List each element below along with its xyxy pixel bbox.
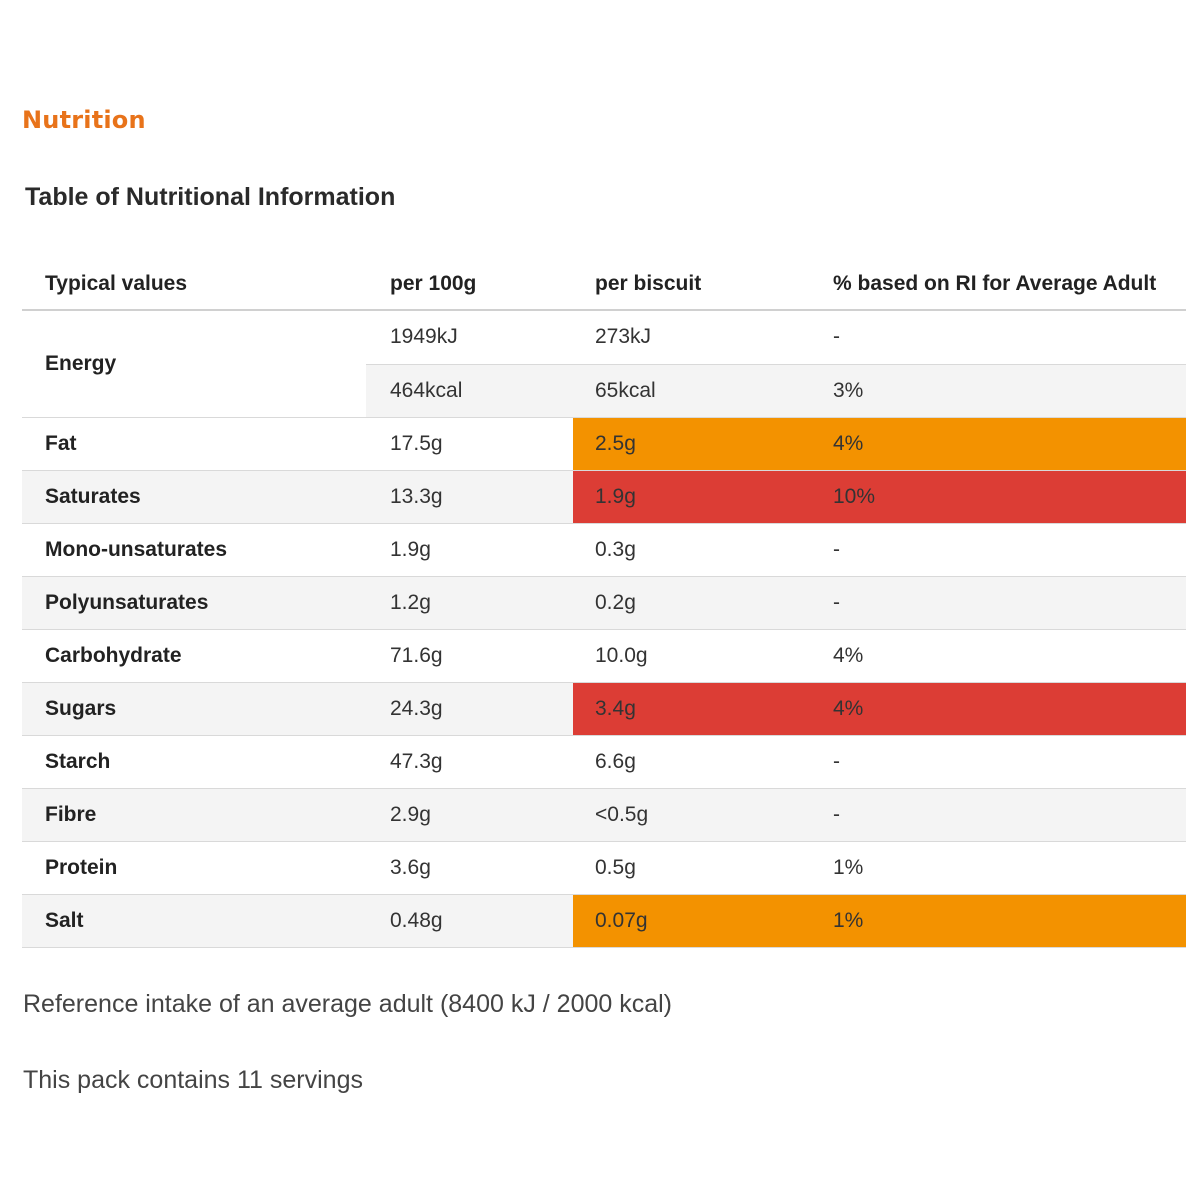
nutrition-table: Typical values per 100g per biscuit % ba…: [22, 258, 1186, 948]
table-row-fibre: Fibre 2.9g <0.5g -: [22, 789, 1186, 842]
table-row-energy: Energy 1949kJ 273kJ - 464kcal 65kcal 3%: [22, 311, 1186, 418]
cell-per-biscuit: 273kJ: [595, 325, 652, 349]
row-label: Energy: [45, 352, 117, 375]
row-label: Salt: [45, 909, 84, 932]
reference-intake-note: Reference intake of an average adult (84…: [23, 990, 673, 1018]
cell-per-100g: 0.48g: [390, 909, 443, 932]
section-heading: Nutrition: [22, 106, 146, 134]
table-row-fat: Fat 17.5g 2.5g 4%: [22, 418, 1186, 471]
column-header-per-100g: per 100g: [390, 271, 477, 295]
cell-per-100g: 71.6g: [390, 644, 443, 667]
cell-per-biscuit: 1.9g: [573, 471, 811, 523]
table-title: Table of Nutritional Information: [25, 183, 396, 211]
cell-ri: 3%: [833, 378, 864, 402]
cell-ri: -: [833, 750, 840, 773]
cell-per-100g: 2.9g: [390, 803, 431, 826]
cell-per-100g: 24.3g: [390, 697, 443, 720]
cell-per-biscuit: 6.6g: [595, 750, 636, 773]
cell-per-biscuit: <0.5g: [595, 803, 649, 826]
energy-kcal-row: 464kcal 65kcal 3%: [366, 364, 1186, 417]
cell-per-biscuit: 65kcal: [595, 378, 656, 402]
row-label: Polyunsaturates: [45, 591, 209, 614]
cell-per-100g: 464kcal: [390, 378, 463, 402]
cell-per-biscuit: 2.5g: [573, 418, 811, 470]
cell-per-100g: 47.3g: [390, 750, 443, 773]
cell-ri: 4%: [811, 418, 1186, 470]
cell-ri: 4%: [811, 683, 1186, 735]
cell-per-biscuit: 3.4g: [573, 683, 811, 735]
table-row-salt: Salt 0.48g 0.07g 1%: [22, 895, 1186, 948]
row-label: Fibre: [45, 803, 97, 826]
cell-per-100g: 3.6g: [390, 856, 431, 879]
table-row-mono-unsaturates: Mono-unsaturates 1.9g 0.3g -: [22, 524, 1186, 577]
cell-per-100g: 17.5g: [390, 432, 443, 455]
row-label: Fat: [45, 432, 77, 455]
cell-per-100g: 1.2g: [390, 591, 431, 614]
cell-ri: 1%: [833, 856, 864, 879]
cell-ri: -: [833, 591, 840, 614]
table-row-protein: Protein 3.6g 0.5g 1%: [22, 842, 1186, 895]
cell-per-biscuit: 10.0g: [595, 644, 648, 667]
row-label: Starch: [45, 750, 111, 773]
row-label: Saturates: [45, 485, 141, 508]
table-row-polyunsaturates: Polyunsaturates 1.2g 0.2g -: [22, 577, 1186, 630]
column-header-ri: % based on RI for Average Adult: [833, 271, 1157, 295]
row-label: Mono-unsaturates: [45, 538, 228, 561]
cell-ri: 1%: [811, 895, 1186, 947]
table-row-carbohydrate: Carbohydrate 71.6g 10.0g 4%: [22, 630, 1186, 683]
table-row-sugars: Sugars 24.3g 3.4g 4%: [22, 683, 1186, 736]
row-label: Sugars: [45, 697, 117, 720]
cell-per-100g: 1949kJ: [390, 325, 458, 349]
row-label: Protein: [45, 856, 118, 879]
table-row-saturates: Saturates 13.3g 1.9g 10%: [22, 471, 1186, 524]
row-label: Carbohydrate: [45, 644, 182, 667]
cell-per-biscuit: 0.2g: [595, 591, 636, 614]
cell-ri: 4%: [833, 644, 864, 667]
cell-per-biscuit: 0.3g: [595, 538, 636, 561]
servings-note: This pack contains 11 servings: [23, 1066, 363, 1094]
cell-per-100g: 1.9g: [390, 538, 431, 561]
cell-per-biscuit: 0.5g: [595, 856, 636, 879]
cell-ri: -: [833, 325, 840, 349]
table-header-row: Typical values per 100g per biscuit % ba…: [22, 258, 1186, 311]
cell-per-biscuit: 0.07g: [573, 895, 811, 947]
column-header-per-biscuit: per biscuit: [595, 271, 702, 295]
cell-ri: -: [833, 538, 840, 561]
cell-per-100g: 13.3g: [390, 485, 443, 508]
column-header-typical-values: Typical values: [45, 271, 188, 295]
energy-kj-row: 1949kJ 273kJ -: [366, 311, 1186, 365]
table-row-starch: Starch 47.3g 6.6g -: [22, 736, 1186, 789]
cell-ri: -: [833, 803, 840, 826]
cell-ri: 10%: [811, 471, 1186, 523]
